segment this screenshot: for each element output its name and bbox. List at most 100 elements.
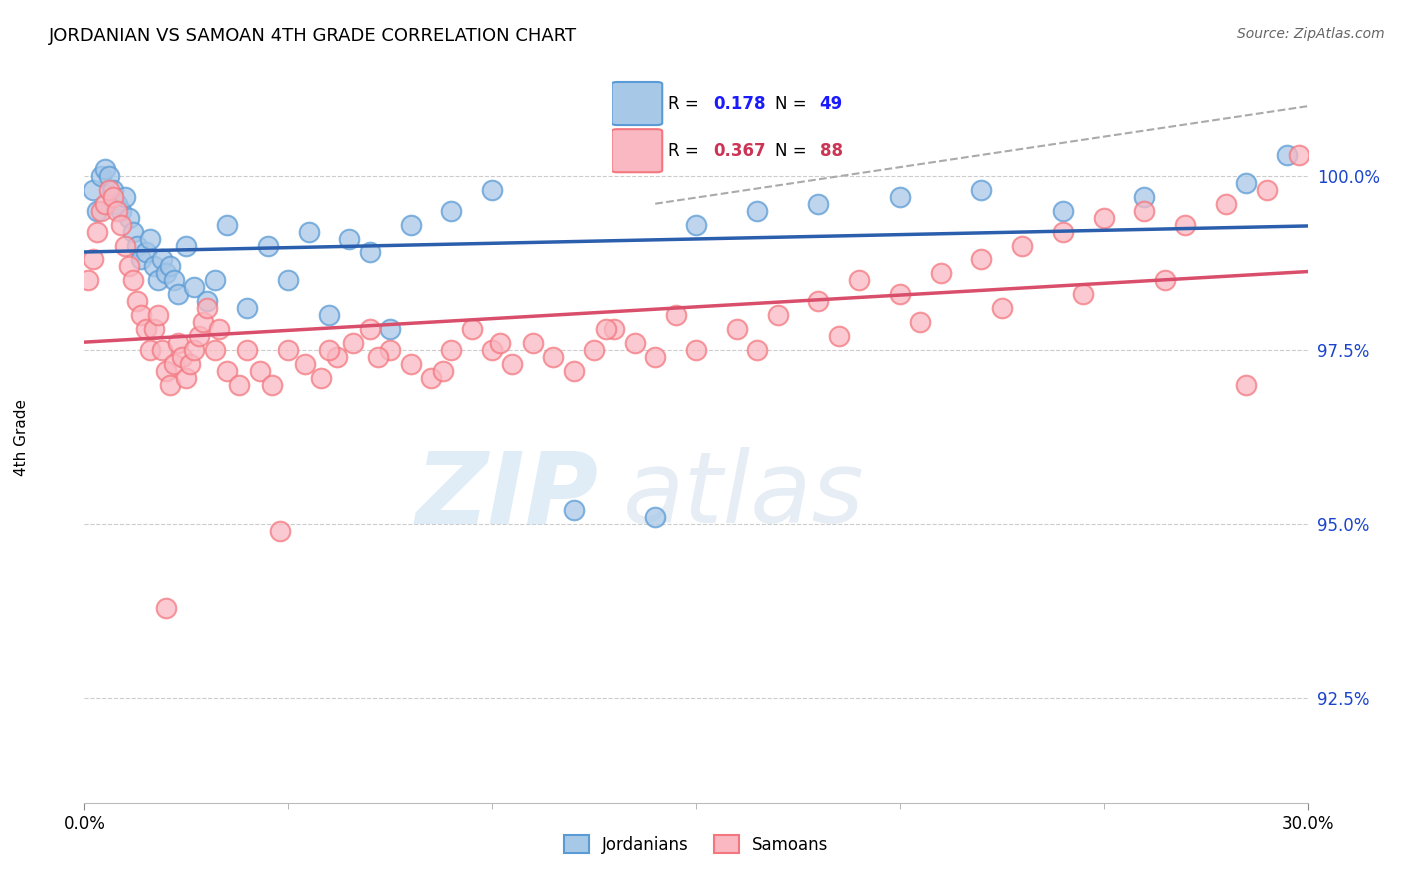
Point — [97, 183, 120, 197]
Point — [260, 377, 283, 392]
Point — [603, 322, 626, 336]
Point — [159, 377, 181, 392]
Point — [440, 343, 463, 357]
Point — [766, 308, 789, 322]
Point — [359, 322, 381, 336]
Point — [1052, 225, 1074, 239]
Point — [82, 252, 104, 267]
Text: atlas: atlas — [623, 447, 865, 544]
Point — [101, 183, 124, 197]
Point — [86, 203, 108, 218]
Point — [1277, 148, 1299, 162]
Point — [118, 260, 141, 274]
Point — [298, 225, 321, 239]
Point — [138, 343, 160, 357]
Text: 49: 49 — [820, 95, 844, 112]
Point — [828, 329, 851, 343]
Point — [326, 350, 349, 364]
Text: R =: R = — [668, 95, 704, 112]
Point — [277, 273, 299, 287]
Point — [142, 322, 165, 336]
Point — [432, 364, 454, 378]
Point — [82, 183, 104, 197]
Point — [309, 371, 332, 385]
Point — [183, 280, 205, 294]
Point — [685, 218, 707, 232]
Point — [502, 357, 524, 371]
Point — [562, 503, 585, 517]
Point — [135, 322, 157, 336]
Point — [131, 252, 153, 267]
Point — [399, 357, 422, 371]
Point — [138, 231, 160, 245]
Point — [889, 287, 911, 301]
Point — [114, 238, 136, 252]
Point — [118, 211, 141, 225]
Point — [644, 350, 666, 364]
Point — [685, 343, 707, 357]
Text: ZIP: ZIP — [415, 447, 598, 544]
Point — [236, 343, 259, 357]
Point — [150, 343, 173, 357]
Point — [159, 260, 181, 274]
Text: R =: R = — [668, 142, 704, 160]
Point — [163, 273, 186, 287]
Point — [1256, 183, 1278, 197]
Text: JORDANIAN VS SAMOAN 4TH GRADE CORRELATION CHART: JORDANIAN VS SAMOAN 4TH GRADE CORRELATIO… — [49, 27, 578, 45]
Point — [105, 203, 128, 218]
Point — [77, 273, 100, 287]
Point — [342, 336, 364, 351]
Point — [155, 600, 177, 615]
Point — [970, 183, 993, 197]
Point — [420, 371, 443, 385]
Point — [747, 343, 769, 357]
Point — [318, 343, 340, 357]
Point — [665, 308, 688, 322]
Text: N =: N = — [775, 142, 811, 160]
Point — [725, 322, 748, 336]
Point — [929, 266, 952, 280]
Point — [461, 322, 484, 336]
Point — [236, 301, 259, 316]
Point — [1073, 287, 1095, 301]
Point — [228, 377, 250, 392]
Point — [90, 203, 112, 218]
Point — [440, 203, 463, 218]
Point — [122, 225, 145, 239]
Point — [93, 196, 115, 211]
Point — [183, 343, 205, 357]
Point — [910, 315, 932, 329]
Point — [146, 273, 169, 287]
Point — [204, 343, 226, 357]
Point — [187, 329, 209, 343]
Point — [1236, 377, 1258, 392]
Point — [489, 336, 512, 351]
Point — [359, 245, 381, 260]
Point — [1092, 211, 1115, 225]
Point — [889, 190, 911, 204]
Point — [174, 238, 197, 252]
Point — [1174, 218, 1197, 232]
Point — [318, 308, 340, 322]
Point — [114, 190, 136, 204]
Point — [191, 315, 214, 329]
Point — [380, 343, 402, 357]
Point — [1154, 273, 1177, 287]
Point — [93, 161, 115, 176]
Point — [481, 183, 503, 197]
Point — [380, 322, 402, 336]
Text: 88: 88 — [820, 142, 842, 160]
Point — [150, 252, 173, 267]
Point — [97, 169, 120, 183]
FancyBboxPatch shape — [612, 129, 662, 172]
Point — [277, 343, 299, 357]
Point — [105, 196, 128, 211]
Point — [1052, 203, 1074, 218]
Point — [1133, 203, 1156, 218]
Point — [269, 524, 291, 538]
Point — [146, 308, 169, 322]
Point — [167, 287, 190, 301]
Point — [131, 308, 153, 322]
Point — [562, 364, 585, 378]
Point — [399, 218, 422, 232]
